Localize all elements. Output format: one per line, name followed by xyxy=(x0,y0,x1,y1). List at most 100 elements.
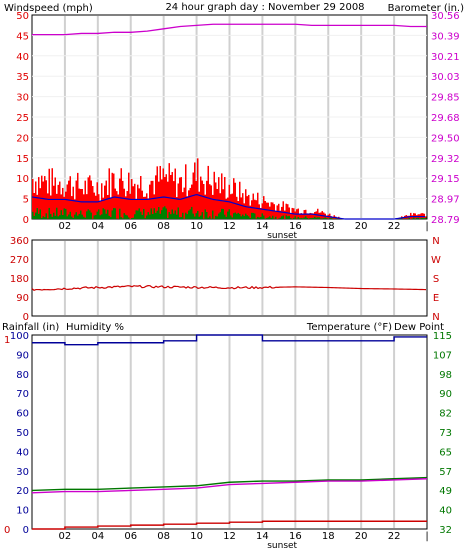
graph-title: 24 hour graph day : November 29 2008 xyxy=(165,2,364,13)
low-bar xyxy=(299,218,301,219)
direction-tick-label: 180 xyxy=(10,274,29,285)
gust-bar xyxy=(183,187,185,219)
gust-bar xyxy=(114,188,116,219)
gust-bar xyxy=(177,183,179,219)
baro-tick-label: 30.03 xyxy=(431,72,460,83)
windspeed-label: Windspeed (mph) xyxy=(4,3,93,14)
low-bar xyxy=(185,212,187,219)
low-bar xyxy=(71,216,73,219)
low-bar xyxy=(318,217,320,219)
low-bar xyxy=(159,213,161,219)
gust-bar xyxy=(42,181,44,219)
low-bar xyxy=(224,214,226,219)
gust-bar xyxy=(318,212,320,219)
gust-bar xyxy=(216,188,218,219)
gust-bar xyxy=(123,188,125,219)
low-bar xyxy=(245,213,247,219)
gust-bar xyxy=(98,194,100,219)
gust-bar xyxy=(198,191,200,219)
compass-label: E xyxy=(433,293,439,304)
low-bar xyxy=(105,213,107,219)
gust-bar xyxy=(263,196,265,219)
low-bar xyxy=(134,214,136,219)
gust-bar xyxy=(108,168,110,219)
gust-bar xyxy=(240,197,242,219)
gust-bar xyxy=(74,199,76,219)
humidity-label: Humidity % xyxy=(66,322,124,333)
dewpoint-line xyxy=(31,478,428,494)
gust-bar xyxy=(120,168,122,219)
rainfall-label: Rainfall (in) xyxy=(2,322,59,333)
gust-bar xyxy=(290,213,292,219)
low-bar xyxy=(258,217,260,219)
gust-bar xyxy=(258,204,260,219)
gust-bar xyxy=(279,210,281,219)
low-bar xyxy=(131,218,133,219)
gust-bar xyxy=(255,200,257,219)
gust-bar xyxy=(125,196,127,219)
gust-bar xyxy=(56,193,58,219)
gust-bar xyxy=(261,203,263,219)
gust-bar xyxy=(36,194,38,219)
gust-bar xyxy=(245,189,247,219)
low-bar xyxy=(35,212,37,219)
low-bar xyxy=(236,213,238,219)
low-bar xyxy=(209,216,211,219)
low-bar xyxy=(69,211,71,219)
gust-bar xyxy=(41,175,43,219)
gust-bar xyxy=(146,193,148,219)
temperature-tick-label: 90 xyxy=(439,389,452,400)
low-bar xyxy=(65,208,67,219)
x-tick-label: 08 xyxy=(157,531,170,542)
low-bar xyxy=(60,210,62,219)
low-bar xyxy=(176,214,178,219)
gust-bar xyxy=(62,187,64,219)
low-bar xyxy=(54,215,56,219)
low-bar xyxy=(422,217,424,219)
low-bar xyxy=(287,216,289,219)
low-bar xyxy=(413,217,415,219)
low-bar xyxy=(321,218,323,219)
compass-label: W xyxy=(431,255,441,266)
low-bar xyxy=(78,213,80,219)
gust-bar xyxy=(236,196,238,219)
baro-tick-label: 28.97 xyxy=(431,195,460,206)
gust-bar xyxy=(201,180,203,219)
low-bar xyxy=(38,213,40,219)
gust-bar xyxy=(53,185,55,219)
low-bar xyxy=(80,210,82,219)
low-bar xyxy=(290,217,292,219)
gust-bar xyxy=(179,177,181,219)
gust-bar xyxy=(182,192,184,219)
low-bar xyxy=(186,214,188,219)
temperature-tick-label: 73 xyxy=(439,428,452,439)
humidity-tick-label: 80 xyxy=(16,370,29,381)
low-bar xyxy=(111,210,113,219)
gust-bar xyxy=(117,194,119,219)
low-bar xyxy=(266,218,268,219)
gust-bar xyxy=(50,195,52,219)
gust-bar xyxy=(321,211,323,219)
low-bar xyxy=(275,216,277,219)
baro-tick-label: 28.79 xyxy=(431,215,460,226)
gust-bar xyxy=(47,193,49,219)
low-bar xyxy=(68,214,70,219)
gust-bar xyxy=(252,193,254,219)
low-bar xyxy=(237,212,239,219)
gust-bar xyxy=(92,186,94,219)
low-bar xyxy=(326,218,328,219)
gust-bar xyxy=(176,197,178,219)
low-bar xyxy=(171,209,173,219)
low-bar xyxy=(153,208,155,219)
low-bar xyxy=(138,208,140,219)
low-bar xyxy=(141,214,143,219)
gust-bar xyxy=(80,188,82,219)
low-bar xyxy=(180,217,182,219)
gust-bar xyxy=(174,168,176,219)
wind-tick-label: 15 xyxy=(16,154,29,165)
compass-label: N xyxy=(432,312,439,323)
low-bar xyxy=(207,217,209,219)
low-bar xyxy=(324,217,326,219)
gust-bar xyxy=(84,180,86,219)
low-bar xyxy=(150,208,152,219)
